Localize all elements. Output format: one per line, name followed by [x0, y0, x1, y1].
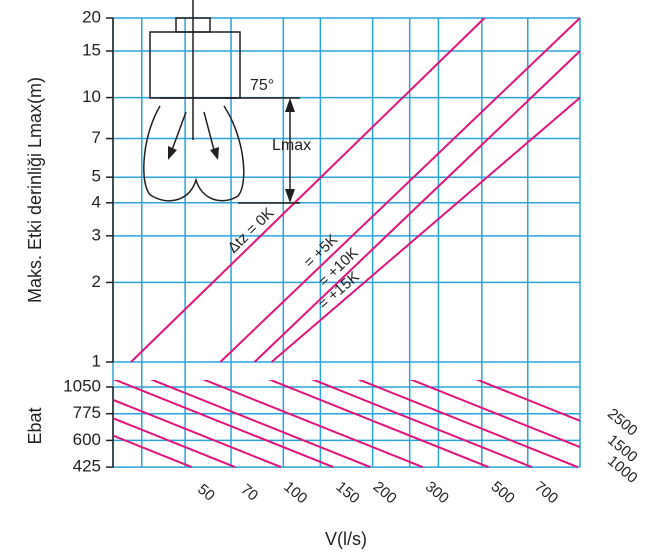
size-tick-label: 1050	[63, 376, 101, 395]
series-label: Δtz = 0K	[225, 205, 278, 257]
y-tick-label: 1	[92, 351, 101, 370]
y-axis-label: Maks. Etki derinliği Lmax(m)	[25, 77, 45, 303]
size-tick-label: 775	[73, 403, 101, 422]
size-line-label: 700	[531, 478, 561, 507]
size-line	[272, 363, 532, 467]
y-tick-label: 20	[82, 7, 101, 26]
size-tick-label: 425	[73, 457, 101, 476]
angle-label: 75°	[250, 77, 274, 94]
y-tick-label: 15	[82, 41, 101, 60]
y-tick-label: 7	[92, 128, 101, 147]
size-line-label: 150	[333, 478, 363, 507]
y-tick-label: 5	[92, 167, 101, 186]
size-line-label: 200	[370, 478, 400, 507]
y-tick-label: 10	[82, 87, 101, 106]
y-tick-label: 2	[92, 272, 101, 291]
diffuser-drawing: 75° Lmax	[144, 0, 311, 203]
marks: Δtz = 0K= +5K= +10K= +15K	[131, 18, 580, 362]
lmax-label: Lmax	[272, 137, 311, 154]
size-line-label: 300	[422, 478, 452, 507]
size-line-label: 70	[238, 481, 262, 505]
size-tick-label: 600	[73, 430, 101, 449]
size-axis-label: Ebat	[25, 407, 45, 444]
size-line-label: 50	[194, 481, 218, 505]
chart: 1 2 3 4 5 7 10 15 20 1050 775 600 425 Δtz = 0K= +5K=…	[0, 0, 651, 557]
x-axis-label: V(l/s)	[325, 529, 367, 549]
series-line	[220, 18, 580, 362]
y-tick-label: 3	[92, 225, 101, 244]
y-tick-label: 4	[92, 192, 101, 211]
series-line	[272, 98, 580, 362]
size-line-label: 500	[488, 478, 518, 507]
size-line-label: 2500	[604, 405, 640, 439]
size-line-label: 100	[280, 478, 310, 507]
